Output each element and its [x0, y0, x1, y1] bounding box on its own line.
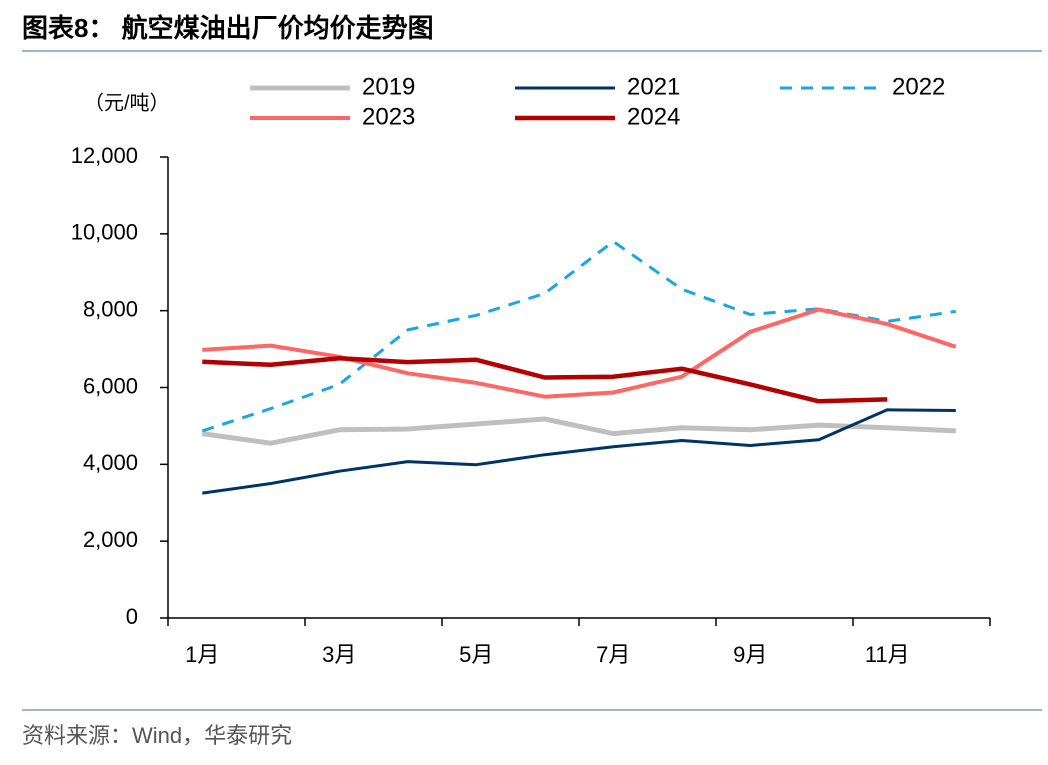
y-axis-label: （元/吨）: [84, 91, 170, 114]
y-tick-label: 10,000: [71, 220, 138, 245]
series-line: [202, 307, 957, 399]
legend-label: 2024: [627, 103, 680, 130]
x-tick-label: 9月: [733, 642, 767, 667]
legend-label: 2022: [892, 73, 945, 100]
series-line: [201, 416, 956, 446]
source-note: 资料来源：Wind，华泰研究: [22, 723, 292, 748]
y-tick-label: 8,000: [83, 296, 138, 321]
legend-label: 2021: [627, 73, 680, 100]
x-tick-label: 11月: [865, 642, 910, 667]
y-tick-label: 0: [126, 604, 138, 629]
series-line: [202, 408, 956, 495]
y-tick-label: 4,000: [83, 450, 138, 475]
series-line: [202, 356, 888, 404]
y-tick-label: 12,000: [71, 143, 138, 168]
legend-label: 2023: [362, 103, 415, 130]
x-tick-label: 7月: [596, 642, 630, 667]
x-tick-label: 3月: [322, 642, 356, 667]
y-tick-label: 6,000: [83, 373, 138, 398]
x-tick-label: 5月: [459, 642, 493, 667]
chart-title: 图表8： 航空煤油出厂价均价走势图: [22, 13, 434, 43]
legend-label: 2019: [362, 73, 415, 100]
y-tick-label: 2,000: [83, 527, 138, 552]
x-tick-label: 1月: [185, 642, 219, 667]
